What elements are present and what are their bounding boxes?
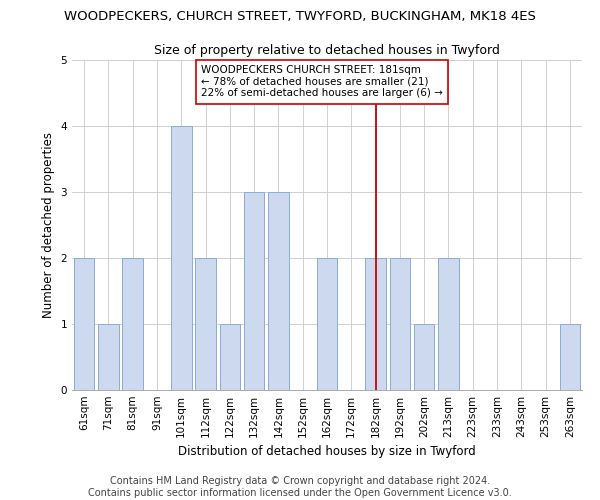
X-axis label: Distribution of detached houses by size in Twyford: Distribution of detached houses by size … bbox=[178, 446, 476, 458]
Bar bbox=[438, 258, 459, 390]
Bar bbox=[220, 324, 240, 390]
Bar bbox=[98, 324, 119, 390]
Bar bbox=[560, 324, 580, 390]
Text: WOODPECKERS, CHURCH STREET, TWYFORD, BUCKINGHAM, MK18 4ES: WOODPECKERS, CHURCH STREET, TWYFORD, BUC… bbox=[64, 10, 536, 23]
Bar bbox=[122, 258, 143, 390]
Bar bbox=[74, 258, 94, 390]
Bar bbox=[317, 258, 337, 390]
Y-axis label: Number of detached properties: Number of detached properties bbox=[42, 132, 55, 318]
Text: WOODPECKERS CHURCH STREET: 181sqm
← 78% of detached houses are smaller (21)
22% : WOODPECKERS CHURCH STREET: 181sqm ← 78% … bbox=[201, 66, 443, 98]
Bar bbox=[244, 192, 265, 390]
Text: Contains HM Land Registry data © Crown copyright and database right 2024.
Contai: Contains HM Land Registry data © Crown c… bbox=[88, 476, 512, 498]
Bar bbox=[365, 258, 386, 390]
Title: Size of property relative to detached houses in Twyford: Size of property relative to detached ho… bbox=[154, 44, 500, 58]
Bar bbox=[414, 324, 434, 390]
Bar bbox=[389, 258, 410, 390]
Bar bbox=[171, 126, 191, 390]
Bar bbox=[268, 192, 289, 390]
Bar bbox=[195, 258, 216, 390]
